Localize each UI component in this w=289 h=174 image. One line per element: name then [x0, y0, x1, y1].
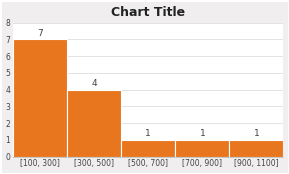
Bar: [175, 140, 229, 157]
Text: 4: 4: [91, 79, 97, 88]
Title: Chart Title: Chart Title: [111, 6, 185, 19]
Text: 7: 7: [37, 29, 43, 38]
Text: 1: 1: [253, 129, 259, 138]
Text: 1: 1: [145, 129, 151, 138]
Bar: [67, 90, 121, 157]
Text: 1: 1: [199, 129, 205, 138]
Bar: [13, 39, 67, 157]
Bar: [121, 140, 175, 157]
Bar: [229, 140, 284, 157]
